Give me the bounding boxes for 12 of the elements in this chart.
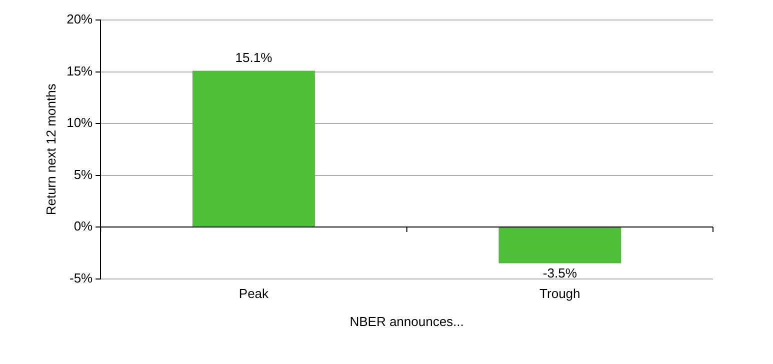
y-axis-title: Return next 12 months [43, 83, 58, 216]
y-tick-label: 15% [66, 63, 94, 78]
y-tick-label: 10% [66, 115, 94, 130]
data-label: 15.1% [235, 50, 273, 65]
x-tick-label: Peak [238, 286, 270, 302]
y-tick-label: 0% [74, 218, 94, 234]
data-label: -3.5% [542, 265, 578, 280]
x-tick-label: Trough [540, 286, 580, 302]
y-tick-label: 20% [66, 12, 94, 27]
y-tick-label: -5% [69, 270, 94, 286]
x-axis-title: NBER announces... [350, 314, 464, 329]
y-tick-label: 5% [74, 166, 94, 182]
